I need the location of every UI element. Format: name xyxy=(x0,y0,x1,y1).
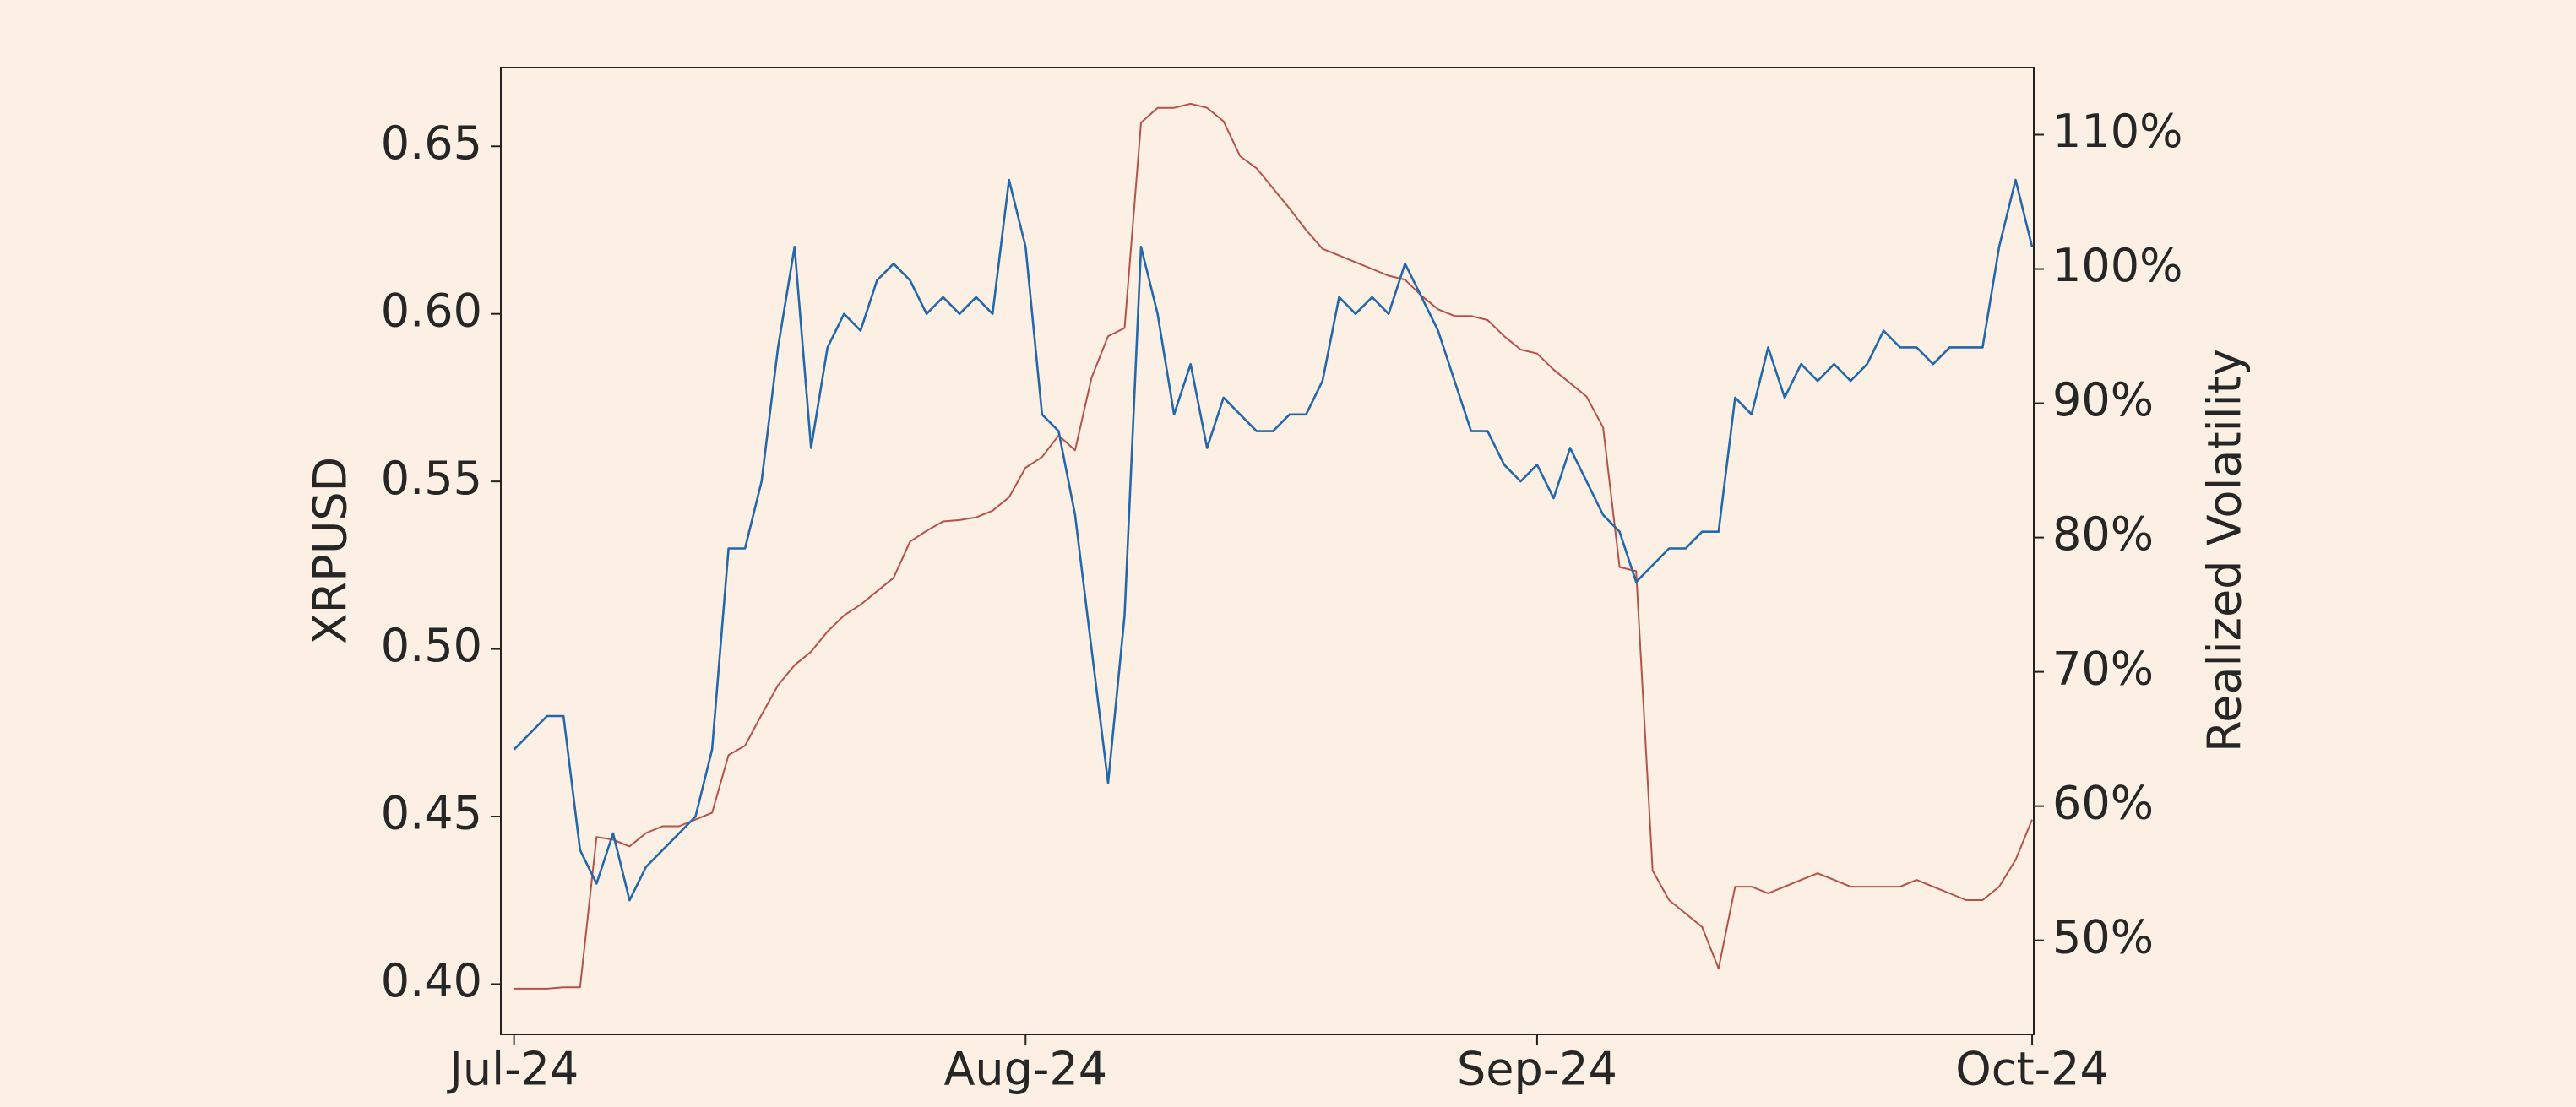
y-tick-label: 0.50 xyxy=(381,619,482,672)
y2-tick-label: 90% xyxy=(2052,373,2154,426)
x-tick-label: Oct-24 xyxy=(1955,1043,2109,1096)
y-tick-label: 0.65 xyxy=(381,117,482,170)
y-tick-label: 0.40 xyxy=(381,954,482,1007)
y2-tick-label: 80% xyxy=(2052,507,2154,561)
x-tick-label: Jul-24 xyxy=(447,1043,579,1096)
y-axis-label: XRPUSD xyxy=(304,457,357,644)
y-tick-label: 0.55 xyxy=(381,452,482,505)
y2-axis-label: Realized Volatility xyxy=(2198,349,2252,752)
y2-tick-label: 100% xyxy=(2052,239,2182,292)
y2-tick-label: 60% xyxy=(2052,776,2154,829)
x-tick-label: Sep-24 xyxy=(1457,1043,1617,1096)
line-series xyxy=(513,178,2034,902)
line-series xyxy=(514,102,2033,990)
x-tick-label: Aug-24 xyxy=(943,1043,1107,1096)
y2-tick-label: 110% xyxy=(2052,105,2182,158)
y2-tick-label: 70% xyxy=(2052,642,2154,695)
y2-tick-label: 50% xyxy=(2052,910,2154,963)
plot-frame xyxy=(500,67,2035,1035)
y-tick-label: 0.60 xyxy=(381,284,482,337)
y-tick-label: 0.45 xyxy=(381,787,482,840)
